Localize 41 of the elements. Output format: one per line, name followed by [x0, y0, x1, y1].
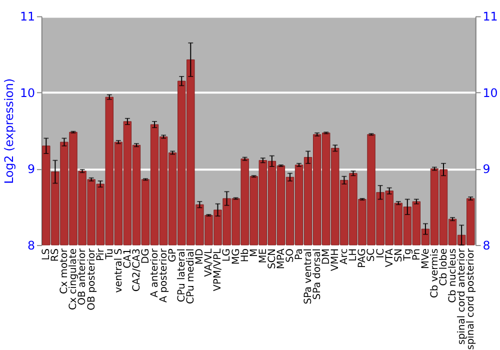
x-tick-label: Pir: [95, 248, 106, 262]
y2-tick-label: 11: [482, 10, 498, 24]
y-tick-label: 8: [27, 238, 36, 252]
x-tick-label: Hb: [240, 248, 251, 262]
y-tick-label: 10: [20, 86, 36, 100]
x-tick-label: MVe: [420, 248, 432, 270]
y-tick-label: 11: [20, 10, 36, 24]
x-tick-label: MG: [230, 248, 242, 265]
x-tick-label: M: [248, 248, 260, 257]
x-tick-label: Cb lobe: [438, 248, 450, 286]
x-tick-label: Tg: [402, 248, 414, 262]
x-tick-label: Cb vermis: [429, 248, 440, 298]
x-tick-label: SCN: [266, 248, 278, 270]
x-tick-label: A posterior: [158, 248, 170, 303]
x-tick-label: Tu: [104, 248, 116, 260]
x-tick-label: OB anterior: [77, 248, 88, 306]
x-tick-label: GP: [168, 248, 179, 262]
x-tick-label: CA1: [122, 248, 134, 268]
y-axis-title: Log2 (expression): [2, 78, 16, 184]
x-tick-label: Pn: [411, 248, 422, 261]
x-tick-label: SN: [393, 248, 404, 262]
y2-tick-label: 10: [482, 86, 498, 100]
x-tick-label: ME: [258, 248, 269, 264]
x-tick-label: CA2/CA3: [131, 248, 142, 292]
x-tick-label: ventral S: [113, 248, 124, 293]
y2-tick-label: 8: [482, 238, 490, 252]
x-tick-label: DG: [140, 248, 152, 264]
x-tick-label: VTA: [384, 248, 396, 268]
x-tick-label: SO: [284, 248, 296, 263]
x-tick-label: OB posterior: [86, 248, 98, 310]
x-tick-label: Cb nucleus: [448, 248, 458, 303]
x-tick-label: RS: [50, 248, 62, 262]
x-tick-label: Pa: [294, 248, 305, 260]
x-tick-label: A anterior: [149, 248, 160, 298]
x-tick-label: MPA: [276, 248, 287, 270]
x-tick-label: IC: [375, 248, 386, 258]
y2-tick-label: 9: [482, 162, 490, 176]
y-tick-label: 9: [27, 162, 36, 176]
x-tick-label: LG: [222, 248, 233, 262]
x-tick-label: spinal cord posterior: [466, 248, 477, 350]
x-tick-label: SC: [366, 248, 378, 262]
